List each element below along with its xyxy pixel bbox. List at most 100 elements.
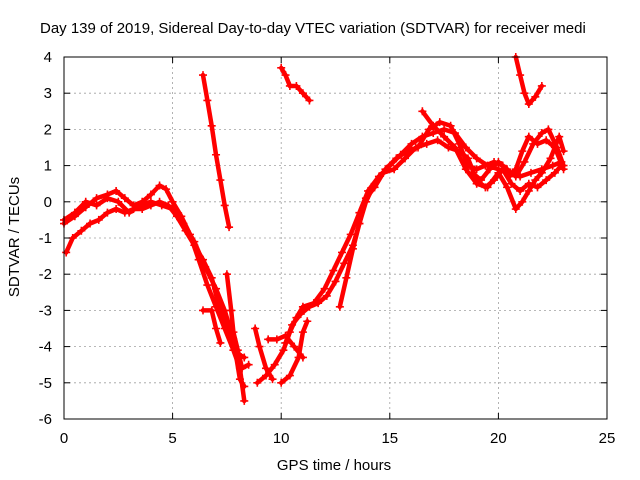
axis-ticks: 0 5 10 15 20 25 -6 -5 -4 -3 -2 -1 0 1 2 3 4 (39, 49, 616, 447)
y-tick-label: 1 (44, 158, 52, 175)
series-trail (61, 195, 247, 389)
data-point (199, 71, 208, 80)
data-point (112, 205, 121, 214)
x-tick-label: 15 (381, 430, 398, 447)
data-point (461, 165, 470, 174)
series-track-13 (418, 107, 568, 214)
data-point (361, 194, 370, 203)
data-point (424, 125, 433, 134)
data-point (298, 328, 307, 337)
data-point (112, 186, 121, 195)
data-point (335, 302, 344, 311)
data-point (555, 132, 564, 141)
data-point (340, 259, 349, 268)
data-point (70, 208, 79, 217)
series-track-15 (277, 63, 314, 105)
data-point (253, 378, 262, 387)
data-point (277, 63, 286, 72)
data-point (381, 165, 390, 174)
x-tick-label: 0 (60, 430, 68, 447)
x-tick-label: 25 (599, 430, 616, 447)
data-point (518, 197, 527, 206)
data-point (429, 129, 438, 138)
data-point (531, 176, 540, 185)
data-point (212, 284, 221, 293)
data-point (168, 197, 177, 206)
data-point (392, 154, 401, 163)
data-point (544, 125, 553, 134)
data-point (233, 346, 242, 355)
data-point (240, 396, 249, 405)
data-point (329, 266, 338, 275)
data-point (292, 81, 301, 90)
data-point (216, 338, 225, 347)
data-series (60, 53, 568, 405)
x-tick-label: 20 (490, 430, 507, 447)
x-tick-label: 10 (273, 430, 290, 447)
series-trail (61, 183, 247, 404)
y-tick-label: -5 (39, 375, 52, 392)
data-point (524, 132, 533, 141)
data-point (235, 375, 244, 384)
data-point (524, 100, 533, 109)
y-tick-label: 2 (44, 121, 52, 138)
data-point (346, 230, 355, 239)
series-track-7 (251, 324, 277, 384)
data-point (277, 378, 286, 387)
data-point (68, 234, 77, 242)
series-trail (200, 308, 223, 346)
data-point (524, 186, 533, 195)
chart-title: Day 139 of 2019, Sidereal Day-to-day VTE… (40, 20, 586, 37)
data-point (255, 342, 264, 351)
data-point (136, 201, 145, 210)
data-point (533, 183, 542, 192)
data-point (103, 208, 112, 217)
data-point (216, 176, 225, 185)
data-point (483, 183, 492, 192)
data-point (272, 335, 281, 344)
data-point (468, 168, 477, 177)
y-tick-label: -3 (39, 302, 52, 319)
data-point (157, 201, 166, 210)
y-tick-label: 0 (44, 194, 52, 211)
series-track-10 (277, 317, 312, 387)
data-point (290, 342, 299, 351)
y-axis-label: SDTVAR / TECUs (6, 177, 23, 297)
data-point (494, 168, 503, 177)
y-tick-label: 4 (44, 49, 52, 66)
data-point (518, 147, 527, 156)
data-point (92, 201, 101, 210)
data-point (94, 215, 103, 224)
data-point (446, 121, 455, 130)
data-point (472, 165, 481, 174)
grid (64, 57, 607, 419)
data-point (546, 154, 555, 163)
series-track-6 (222, 270, 253, 373)
y-tick-label: -6 (39, 411, 52, 428)
data-point (520, 157, 529, 166)
data-point (542, 176, 551, 185)
data-point (542, 136, 551, 145)
data-point (450, 143, 459, 152)
data-point (455, 139, 464, 148)
data-point (320, 284, 329, 293)
data-point (305, 96, 314, 105)
data-point (531, 92, 540, 101)
data-point (251, 324, 260, 333)
data-point (199, 306, 208, 315)
data-point (279, 346, 288, 355)
series-track-4 (199, 71, 234, 232)
data-point (414, 143, 423, 152)
data-point (537, 168, 546, 177)
data-point (503, 183, 512, 192)
data-point (179, 219, 188, 228)
data-point (529, 139, 538, 148)
data-point (261, 371, 270, 380)
data-point (190, 237, 199, 246)
y-tick-label: 3 (44, 85, 52, 102)
data-point (407, 139, 416, 148)
data-point (298, 89, 307, 98)
x-axis-label: GPS time / hours (277, 457, 391, 474)
data-point (207, 306, 216, 315)
data-point (270, 360, 279, 369)
